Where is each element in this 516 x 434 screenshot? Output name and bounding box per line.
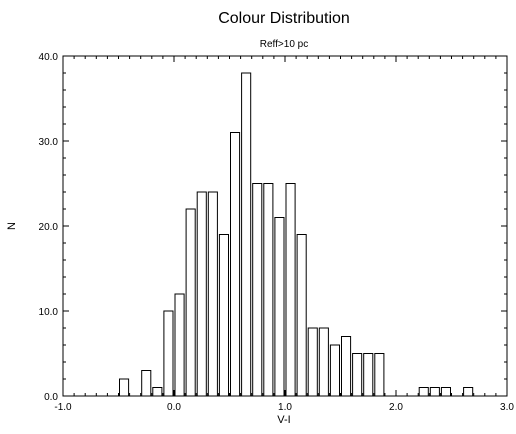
histogram-bar: [374, 353, 385, 397]
histogram-bar: [363, 353, 374, 397]
y-tick-label: 40.0: [39, 52, 59, 63]
x-axis-label: V-I: [277, 414, 290, 426]
histogram-bar: [163, 310, 174, 397]
chart-subtitle: Reff>10 pc: [260, 39, 308, 50]
histogram-bar: [263, 183, 274, 397]
y-tick-label: 20.0: [39, 222, 59, 233]
histogram-bar: [352, 353, 363, 397]
x-tick-label: 0.0: [167, 402, 181, 413]
y-tick-label: 30.0: [39, 137, 59, 148]
histogram-bar: [185, 208, 196, 397]
plot-frame: [62, 55, 508, 397]
y-axis-label: N: [6, 222, 18, 230]
x-tick-label: 2.0: [389, 402, 403, 413]
x-tick-label: 3.0: [500, 402, 514, 413]
histogram-bar: [119, 378, 130, 397]
x-tick-label: 1.0: [278, 402, 292, 413]
histogram-bar: [196, 191, 207, 397]
histogram-bar: [307, 327, 318, 397]
x-tick-label: -1.0: [54, 402, 72, 413]
histogram-bar: [429, 387, 440, 397]
histogram-bar: [296, 234, 307, 397]
chart-title: Colour Distribution: [218, 10, 350, 27]
histogram-bar: [329, 344, 340, 397]
histogram-bar: [274, 217, 285, 397]
histogram-bar: [174, 293, 185, 397]
histogram-bar: [463, 387, 474, 397]
y-tick-label: 10.0: [39, 307, 59, 318]
histogram-bar: [318, 327, 329, 397]
histogram-bar: [341, 336, 352, 397]
histogram-bar: [285, 183, 296, 397]
histogram-bar: [218, 234, 229, 397]
bars-layer: [119, 72, 474, 397]
histogram-bar: [152, 387, 163, 397]
histogram-bar: [440, 387, 451, 397]
histogram-bar: [230, 132, 241, 397]
histogram-bar: [418, 387, 429, 397]
histogram-bar: [141, 370, 152, 397]
ticks-layer: -1.0 0.0 1.0 2.0 3.00.010.020.030.040.0: [39, 52, 515, 413]
histogram-bar: [252, 183, 263, 397]
y-tick-label: 0.0: [44, 392, 58, 403]
histogram-bar: [207, 191, 218, 397]
histogram-bar: [241, 72, 252, 397]
